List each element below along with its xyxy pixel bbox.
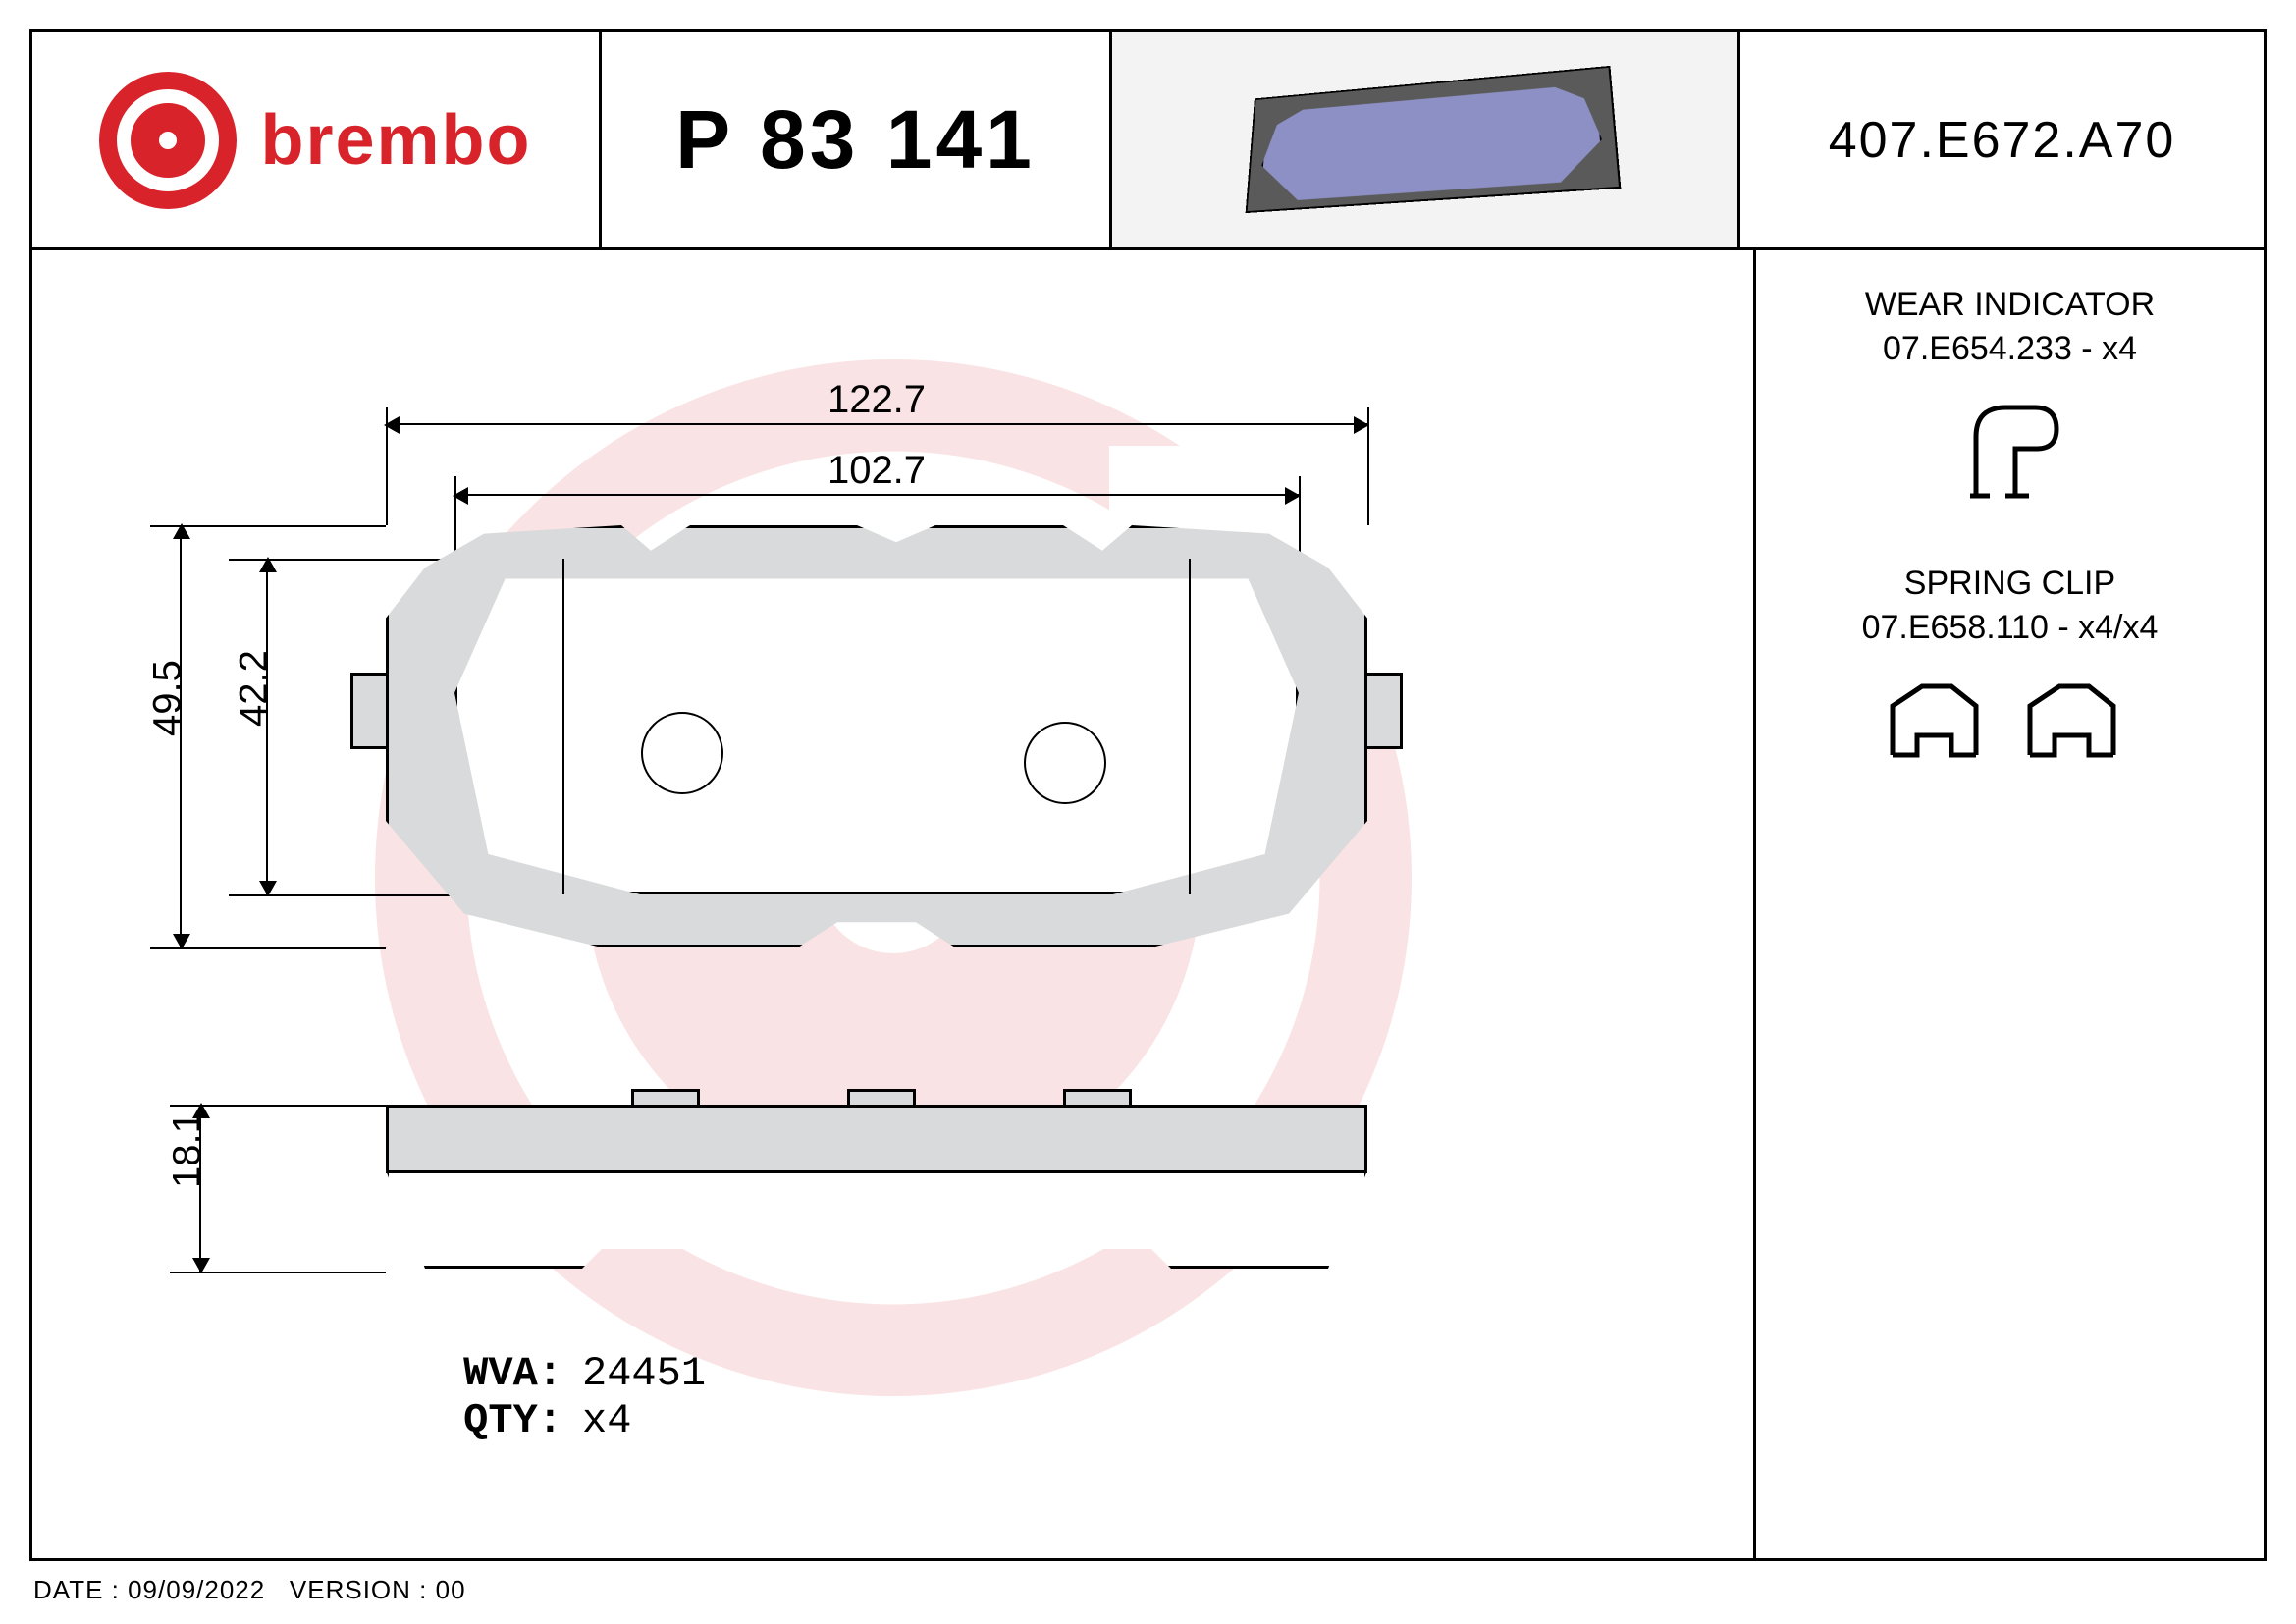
brake-pad-front-view xyxy=(386,525,1367,947)
meta-block: WVA: 24451 QTY: x4 xyxy=(454,1350,706,1444)
dim-friction-height-value: 42.2 xyxy=(233,650,277,727)
drawing-code: 407.E672.A70 xyxy=(1740,32,2264,247)
brand-name: brembo xyxy=(260,100,531,181)
dim-overall-width: 122.7 xyxy=(386,423,1367,425)
wva-label: WVA: xyxy=(454,1350,562,1397)
spring-clip-block: SPRING CLIP 07.E658.110 - x4/x4 xyxy=(1780,565,2240,775)
shim-tab xyxy=(847,1089,916,1105)
qty-value: x4 xyxy=(582,1397,631,1444)
brembo-disc-icon xyxy=(99,72,237,209)
header-render-cell xyxy=(1112,32,1740,247)
spring-clip-code: 07.E658.110 - x4/x4 xyxy=(1780,609,2240,647)
brake-pad-edge-view xyxy=(386,1105,1367,1272)
mounting-ear-right xyxy=(1367,673,1403,749)
footer-version-label: VERSION : xyxy=(290,1575,427,1604)
dim-thickness: 18.1 xyxy=(199,1105,201,1272)
friction-edge-line xyxy=(1189,559,1191,894)
wear-indicator-code: 07.E654.233 - x4 xyxy=(1780,330,2240,368)
components-sidebar: WEAR INDICATOR 07.E654.233 - x4 SPRING C… xyxy=(1753,250,2264,1558)
header-logo-cell: brembo xyxy=(32,32,602,247)
header-row: brembo P 83 141 407.E672.A70 xyxy=(32,32,2264,250)
dim-thickness-value: 18.1 xyxy=(166,1111,210,1188)
spring-clip-icon xyxy=(1780,667,2240,775)
footer-date: 09/09/2022 xyxy=(128,1575,265,1604)
shim-tab xyxy=(1063,1089,1132,1105)
wear-indicator-icon xyxy=(1780,388,2240,506)
friction-edge xyxy=(386,1170,1367,1269)
mounting-ear-left xyxy=(350,673,386,749)
dim-overall-width-value: 122.7 xyxy=(828,378,926,422)
dim-friction-width: 102.7 xyxy=(454,494,1299,496)
footer: DATE : 09/09/2022 VERSION : 00 xyxy=(33,1575,466,1605)
dim-overall-height-value: 49.5 xyxy=(146,660,190,736)
spring-clip-title: SPRING CLIP xyxy=(1780,565,2240,603)
friction-edge-line xyxy=(562,559,564,894)
footer-date-label: DATE : xyxy=(33,1575,120,1604)
qty-label: QTY: xyxy=(454,1397,562,1444)
wear-indicator-title: WEAR INDICATOR xyxy=(1780,286,2240,324)
dim-friction-width-value: 102.7 xyxy=(828,449,926,493)
dim-friction-height: 42.2 xyxy=(266,559,268,894)
friction-surface xyxy=(454,559,1299,894)
part-number: P 83 141 xyxy=(602,32,1112,247)
drawing-area: 122.7 102.7 49.5 42.2 18.1 xyxy=(32,250,1753,1558)
footer-version: 00 xyxy=(436,1575,466,1604)
wear-indicator-block: WEAR INDICATOR 07.E654.233 - x4 xyxy=(1780,286,2240,506)
shim-tab xyxy=(631,1089,700,1105)
locator-hole xyxy=(1024,722,1106,804)
wva-value: 24451 xyxy=(582,1350,706,1397)
backing-plate-edge xyxy=(386,1105,1367,1173)
brake-pad-3d-render xyxy=(1245,65,1621,212)
locator-hole xyxy=(641,712,723,794)
drawing-sheet: brembo P 83 141 407.E672.A70 WEAR INDICA… xyxy=(29,29,2267,1561)
brembo-logo: brembo xyxy=(99,72,531,209)
dim-overall-height: 49.5 xyxy=(180,525,182,947)
